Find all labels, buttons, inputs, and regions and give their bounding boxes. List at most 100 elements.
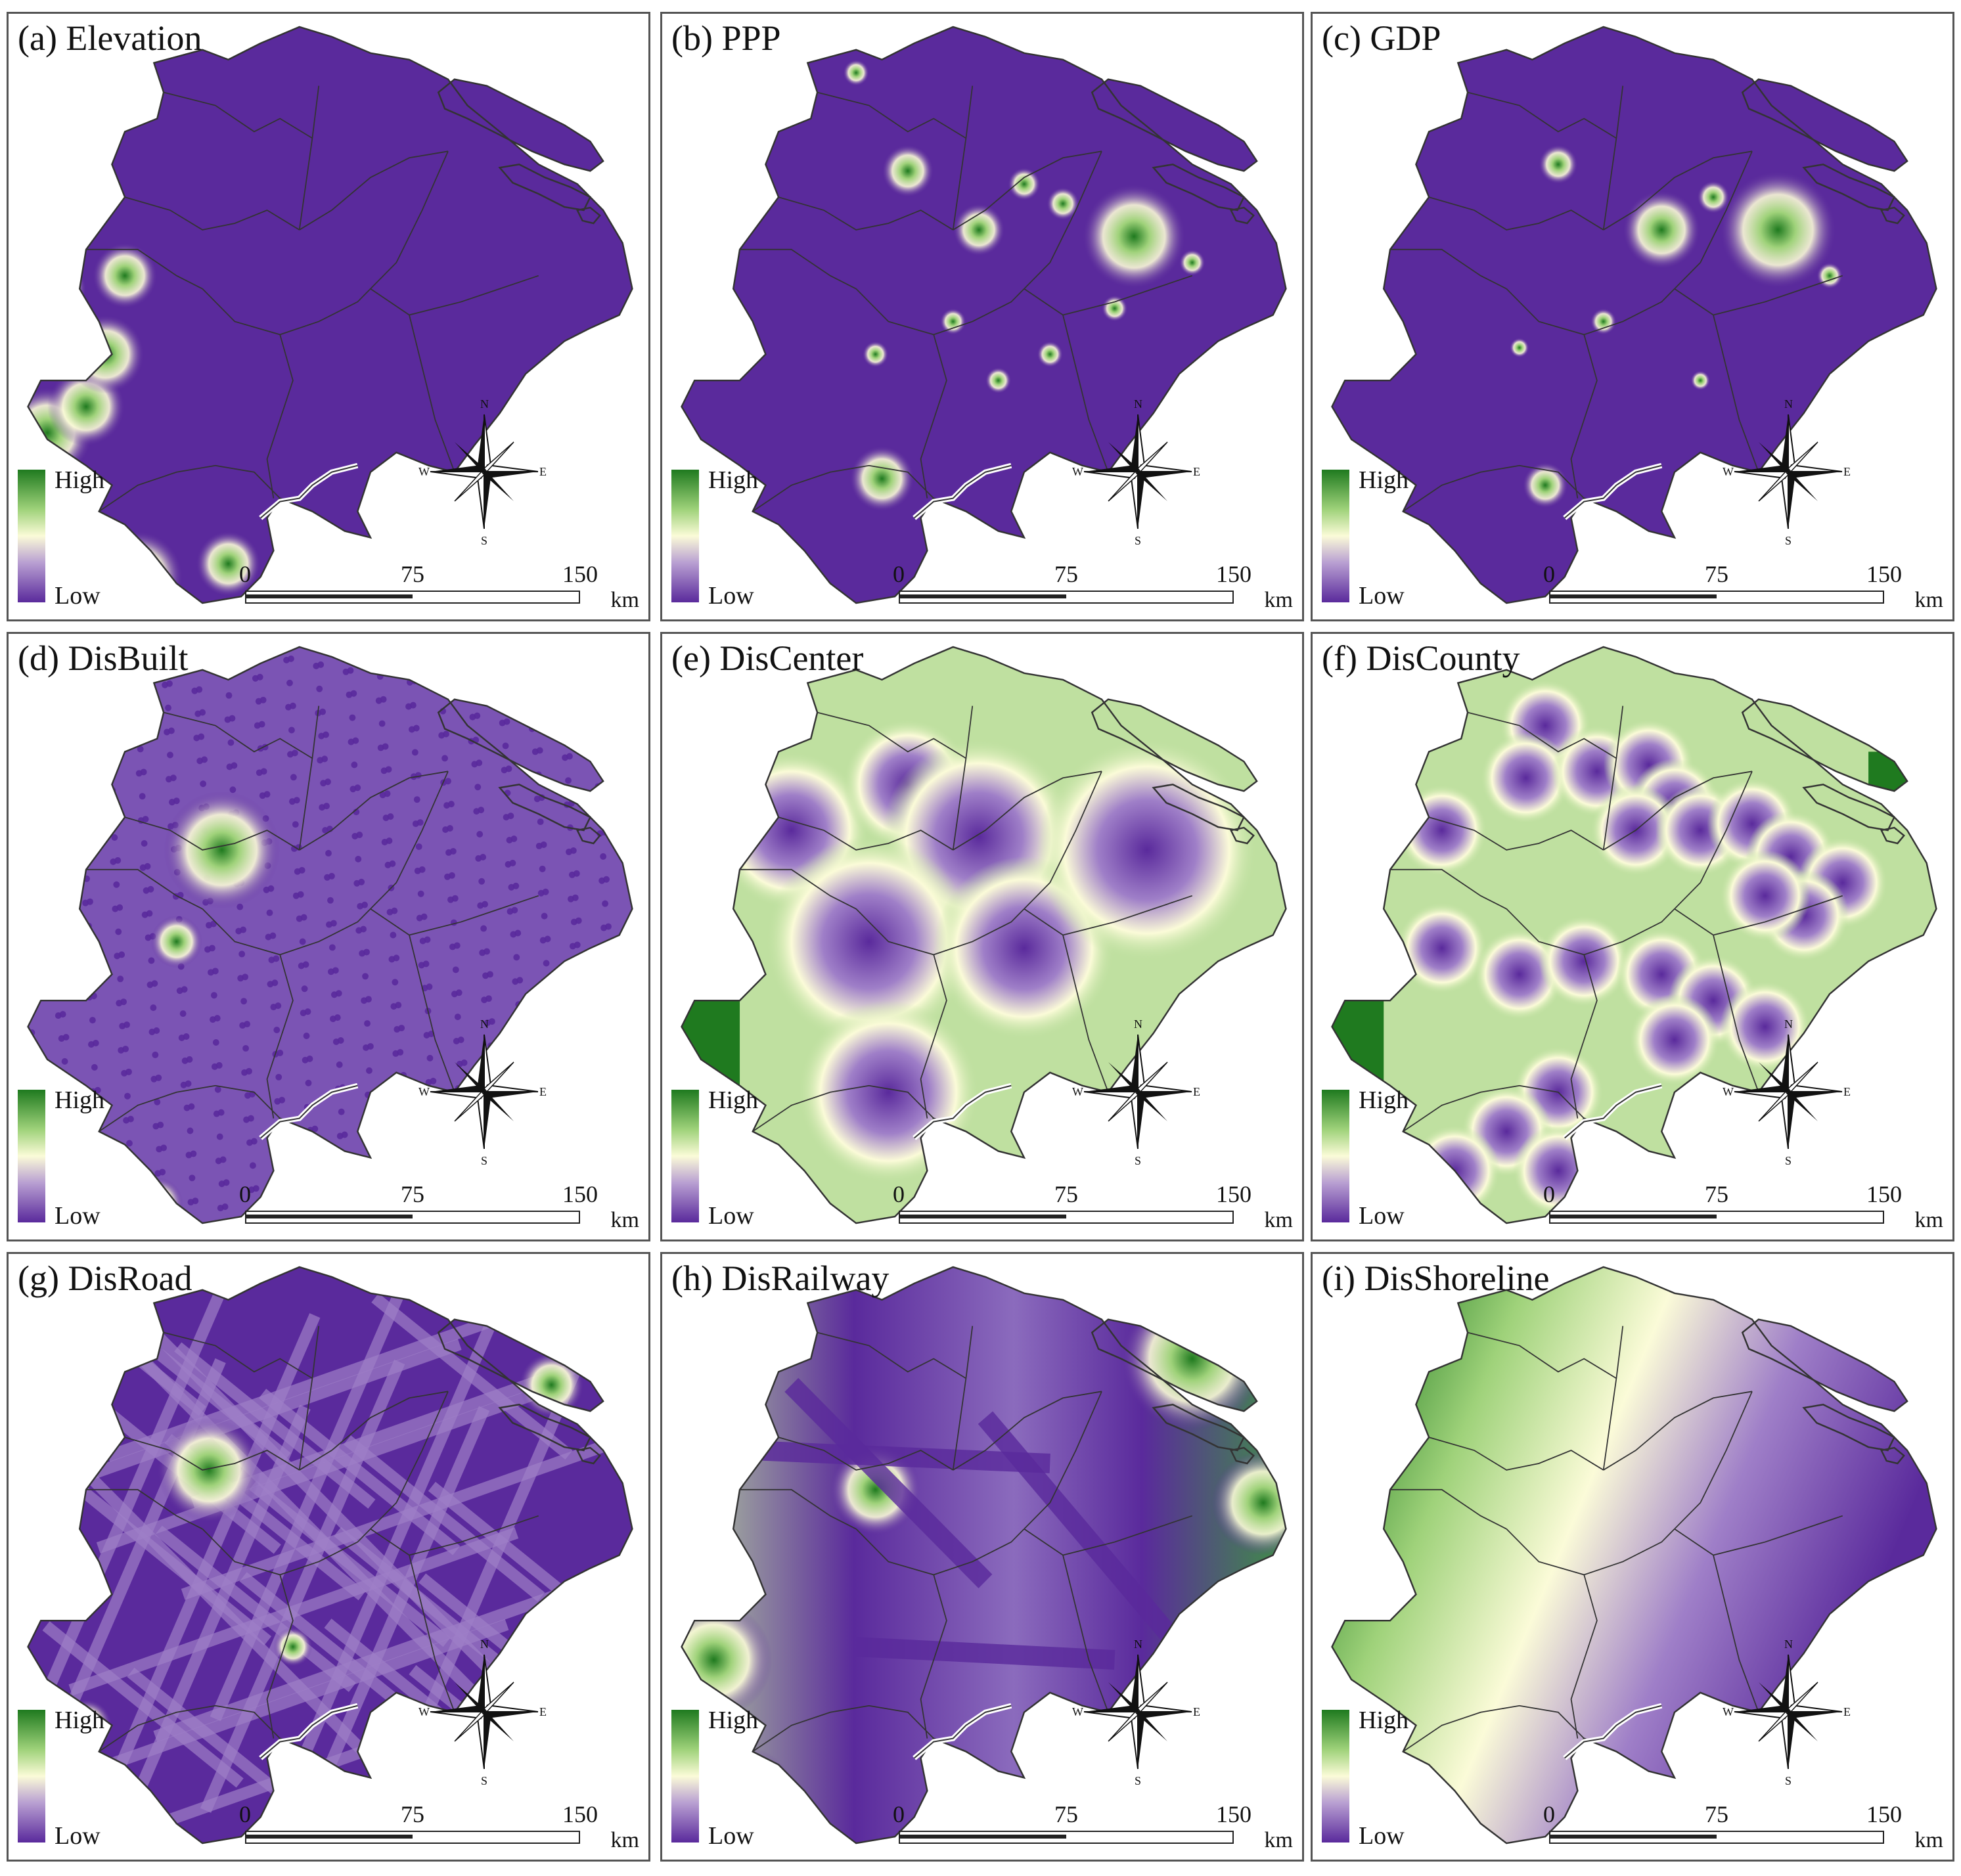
legend-high-label: High — [708, 1086, 758, 1114]
legend: High Low — [1322, 466, 1466, 610]
legend-low-label: Low — [55, 1822, 101, 1850]
panel-title: (b) PPP — [671, 18, 781, 58]
map-area — [681, 1266, 1287, 1844]
compass-w: W — [1072, 1085, 1083, 1098]
scale-bar: 0 75 150 km — [239, 1180, 639, 1233]
scale-bar-fill — [899, 1835, 1066, 1839]
compass-s: S — [1785, 1154, 1792, 1167]
compass-rose-icon: N S W E — [418, 1638, 547, 1787]
scale-tick-75: 75 — [1054, 561, 1078, 587]
legend: High Low — [671, 1706, 816, 1850]
legend: High Low — [1322, 1086, 1466, 1230]
compass-n: N — [1784, 1017, 1793, 1031]
scale-bar: 0 75 150 km — [1543, 1800, 1943, 1853]
compass-s: S — [1135, 1774, 1141, 1787]
scale-tick-75: 75 — [1705, 561, 1728, 587]
scale-tick-0: 0 — [239, 1181, 251, 1207]
legend: High Low — [18, 1086, 162, 1230]
map-area — [27, 1266, 633, 1844]
legend-color-ramp — [1322, 1090, 1349, 1222]
scale-tick-150: 150 — [1216, 1181, 1251, 1207]
scale-unit: km — [1914, 1208, 1943, 1232]
legend-color-ramp — [18, 470, 45, 602]
compass-rose-icon: N S W E — [1723, 397, 1851, 547]
compass-w: W — [1072, 465, 1083, 478]
legend-low-label: Low — [1359, 1822, 1405, 1850]
scale-tick-75: 75 — [1705, 1181, 1728, 1207]
north-arrow: N S W E — [418, 1016, 550, 1167]
compass-w: W — [418, 465, 430, 478]
map-panel-b: (b) PPP High Low 0 75 150 km N S W E — [660, 12, 1304, 621]
scale-tick-150: 150 — [1866, 561, 1902, 587]
compass-rose-icon: N S W E — [1723, 1017, 1851, 1167]
compass-w: W — [1723, 1705, 1734, 1718]
scale-bar: 0 75 150 km — [239, 1800, 639, 1853]
compass-n: N — [1134, 1638, 1142, 1651]
compass-rose-icon: N S W E — [1072, 1017, 1200, 1167]
scale-bar: 0 75 150 km — [1543, 1180, 1943, 1233]
scale-tick-150: 150 — [562, 1801, 598, 1827]
scale-bar-fill — [245, 1215, 413, 1218]
scale-bar-fill — [899, 1215, 1066, 1218]
legend-color-ramp — [1322, 1710, 1349, 1842]
legend-high-label: High — [55, 1086, 104, 1114]
legend: High Low — [18, 1706, 162, 1850]
map-panel-g: (g) DisRoad High Low 0 75 150 km N S W E — [7, 1252, 650, 1862]
panel-title: (f) DisCounty — [1322, 638, 1520, 678]
scale-unit: km — [1914, 588, 1943, 612]
scale-bar-fill — [899, 594, 1066, 598]
scale-unit: km — [1264, 1208, 1293, 1232]
scale-tick-0: 0 — [239, 1801, 251, 1827]
scale-bar-fill — [1549, 1835, 1717, 1839]
compass-n: N — [1134, 1017, 1142, 1031]
panel-title: (c) GDP — [1322, 18, 1441, 58]
scale-tick-0: 0 — [1543, 1181, 1555, 1207]
scale-bar: 0 75 150 km — [893, 1180, 1293, 1233]
compass-rose-icon: N S W E — [418, 1017, 547, 1167]
legend-high-label: High — [1359, 466, 1409, 494]
compass-s: S — [1135, 1154, 1141, 1167]
map-panel-a: (a) Elevation High Low 0 75 150 km N S W… — [7, 12, 650, 621]
legend: High Low — [671, 1086, 816, 1230]
compass-n: N — [1784, 1638, 1793, 1651]
legend-color-ramp — [18, 1090, 45, 1222]
compass-s: S — [481, 534, 487, 547]
compass-n: N — [480, 1017, 489, 1031]
compass-e: E — [1843, 465, 1851, 478]
map-panel-c: (c) GDP High Low 0 75 150 km N S W E — [1311, 12, 1954, 621]
north-arrow: N S W E — [1723, 1016, 1854, 1167]
scale-unit: km — [1264, 1828, 1293, 1852]
scale-bar-fill — [1549, 594, 1717, 598]
scale-unit: km — [610, 588, 639, 612]
legend-color-ramp — [671, 470, 699, 602]
compass-s: S — [1785, 534, 1792, 547]
north-arrow: N S W E — [418, 1636, 550, 1787]
legend-low-label: Low — [55, 582, 101, 610]
legend-high-label: High — [708, 1707, 758, 1734]
scale-unit: km — [610, 1828, 639, 1852]
map-panel-f: (f) DisCounty High Low 0 75 150 km N S W… — [1311, 632, 1954, 1241]
panel-title: (g) DisRoad — [18, 1259, 192, 1298]
compass-rose-icon: N S W E — [418, 397, 547, 547]
scale-tick-0: 0 — [1543, 1801, 1555, 1827]
scale-tick-0: 0 — [239, 561, 251, 587]
map-panel-d: (d) DisBuilt High Low 0 75 150 km N S W … — [7, 632, 650, 1241]
map-panel-h: (h) DisRailway High Low 0 75 150 km N S … — [660, 1252, 1304, 1862]
scale-unit: km — [1264, 588, 1293, 612]
panel-title: (d) DisBuilt — [18, 638, 189, 678]
north-arrow: N S W E — [1072, 396, 1204, 547]
compass-s: S — [481, 1154, 487, 1167]
legend: High Low — [18, 466, 162, 610]
north-arrow: N S W E — [1723, 1636, 1854, 1787]
scale-unit: km — [1914, 1828, 1943, 1852]
scale-bar-fill — [1549, 1215, 1717, 1218]
compass-n: N — [480, 1638, 489, 1651]
scale-tick-0: 0 — [893, 561, 905, 587]
compass-s: S — [1135, 534, 1141, 547]
legend-low-label: Low — [55, 1202, 101, 1230]
panel-title: (h) DisRailway — [671, 1259, 890, 1298]
panel-title: (a) Elevation — [18, 18, 202, 58]
legend-color-ramp — [1322, 470, 1349, 602]
compass-rose-icon: N S W E — [1723, 1638, 1851, 1787]
